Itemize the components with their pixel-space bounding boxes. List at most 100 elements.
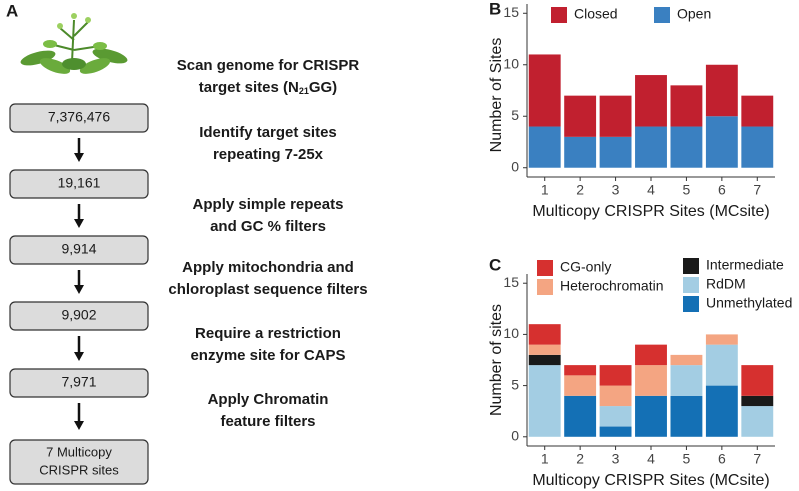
bar-segment [599, 95, 632, 137]
bar-segment [741, 126, 774, 168]
legend-label: Unmethylated [706, 295, 792, 311]
step-text: Apply Chromatin [208, 391, 329, 408]
arrows [74, 138, 84, 430]
y-tick-label: 5 [511, 376, 519, 392]
flow-box [9, 439, 149, 485]
x-tick-label: 6 [718, 451, 726, 467]
legend-label: RdDM [706, 276, 746, 292]
step-text: Require a restriction [195, 325, 341, 342]
step-text: and GC % filters [210, 218, 326, 235]
bar-segment [599, 365, 632, 386]
bar-segment [705, 344, 738, 386]
bar-segment [635, 395, 667, 437]
step-text-part: target sites (N [199, 79, 299, 96]
panel-label: A [6, 1, 18, 20]
x-tick-label: 7 [753, 451, 761, 467]
flow-box [9, 301, 149, 331]
legend-swatch [683, 296, 699, 312]
bar-segment [635, 75, 667, 127]
bar-segment [528, 365, 561, 437]
panel-label: C [489, 255, 501, 274]
flow-box [9, 235, 149, 265]
x-tick-label: 7 [753, 182, 761, 198]
step-text: Apply mitochondria and [182, 259, 354, 276]
flow-box-text: 9,914 [61, 241, 96, 257]
flow-box-text: 7 Multicopy [46, 444, 112, 459]
bar-segment [528, 324, 561, 345]
legend-swatch [537, 279, 553, 295]
bar-segment [670, 395, 703, 437]
x-axis-title: Multicopy CRISPR Sites (MCsite) [532, 203, 769, 220]
bar-segment [599, 385, 632, 407]
flowchart: 7,376,476 19,161 9,914 9,902 7,971 7 Mul… [9, 57, 368, 485]
flow-box-text: 7,376,476 [48, 109, 110, 125]
x-tick-label: 5 [683, 182, 691, 198]
x-tick-label: 2 [576, 182, 584, 198]
bar-segment [741, 406, 774, 437]
bar-segment [705, 385, 738, 437]
flow-box-text: CRISPR sites [39, 462, 119, 477]
bar-segment [705, 334, 738, 345]
step-text-part: GG) [309, 79, 337, 96]
y-tick-label: 0 [511, 427, 519, 443]
flow-box [9, 103, 149, 133]
step-text: chloroplast sequence filters [168, 281, 367, 298]
x-tick-label: 1 [541, 182, 549, 198]
x-tick-label: 6 [718, 182, 726, 198]
bar-segment [528, 126, 561, 168]
flow-box [9, 368, 149, 398]
x-tick-label: 1 [541, 451, 549, 467]
flow-box-text: 19,161 [58, 175, 101, 191]
x-axis-title: Multicopy CRISPR Sites (MCsite) [532, 472, 769, 489]
bar-segment [705, 64, 738, 117]
bar-segment [635, 126, 667, 168]
bar-segment [564, 95, 597, 137]
y-tick-label: 15 [503, 4, 519, 20]
legend-label: CG-only [560, 259, 611, 275]
step-subscript: 21 [299, 86, 309, 96]
bar-segment [670, 85, 703, 127]
y-tick-label: 15 [503, 274, 519, 290]
bar-segment [741, 365, 774, 396]
panel-label: B [489, 0, 501, 18]
legend-label: Intermediate [706, 257, 784, 273]
bar-segment [599, 406, 632, 427]
bar-segment [670, 365, 703, 396]
legend-swatch [537, 260, 553, 276]
step-text: enzyme site for CAPS [190, 347, 345, 364]
step-text: repeating 7-25x [213, 146, 324, 163]
y-axis-title: Number of sites [488, 304, 505, 416]
flow-box-text: 7,971 [61, 374, 96, 390]
legend-swatch [683, 258, 699, 274]
bar-segment [670, 354, 703, 366]
y-axis-title: Number of Sites [488, 38, 505, 153]
legend-swatch [683, 277, 699, 293]
legend-swatch [551, 7, 567, 23]
x-tick-label: 4 [647, 451, 655, 467]
bar-segment [564, 395, 597, 437]
x-tick-label: 3 [612, 182, 620, 198]
bar-segment [528, 344, 561, 355]
x-tick-label: 5 [683, 451, 691, 467]
step-text: Identify target sites [199, 124, 337, 141]
bar-segment [528, 354, 561, 366]
x-tick-label: 4 [647, 182, 655, 198]
legend-label: Closed [574, 6, 618, 22]
bar-segment [741, 395, 774, 407]
bar-segment [599, 136, 632, 168]
flow-box [9, 169, 149, 199]
bar-segment [564, 365, 597, 376]
x-tick-label: 2 [576, 451, 584, 467]
y-tick-label: 10 [503, 55, 519, 71]
y-tick-label: 10 [503, 325, 519, 341]
bar-segment [564, 136, 597, 168]
legend-swatch [654, 7, 670, 23]
bar-segment [635, 344, 667, 366]
bar-segment [599, 426, 632, 437]
bar-segment [670, 126, 703, 168]
bar-segment [635, 365, 667, 396]
bar-segment [528, 54, 561, 127]
flow-box-text: 9,902 [61, 307, 96, 323]
bar-segment [741, 95, 774, 127]
